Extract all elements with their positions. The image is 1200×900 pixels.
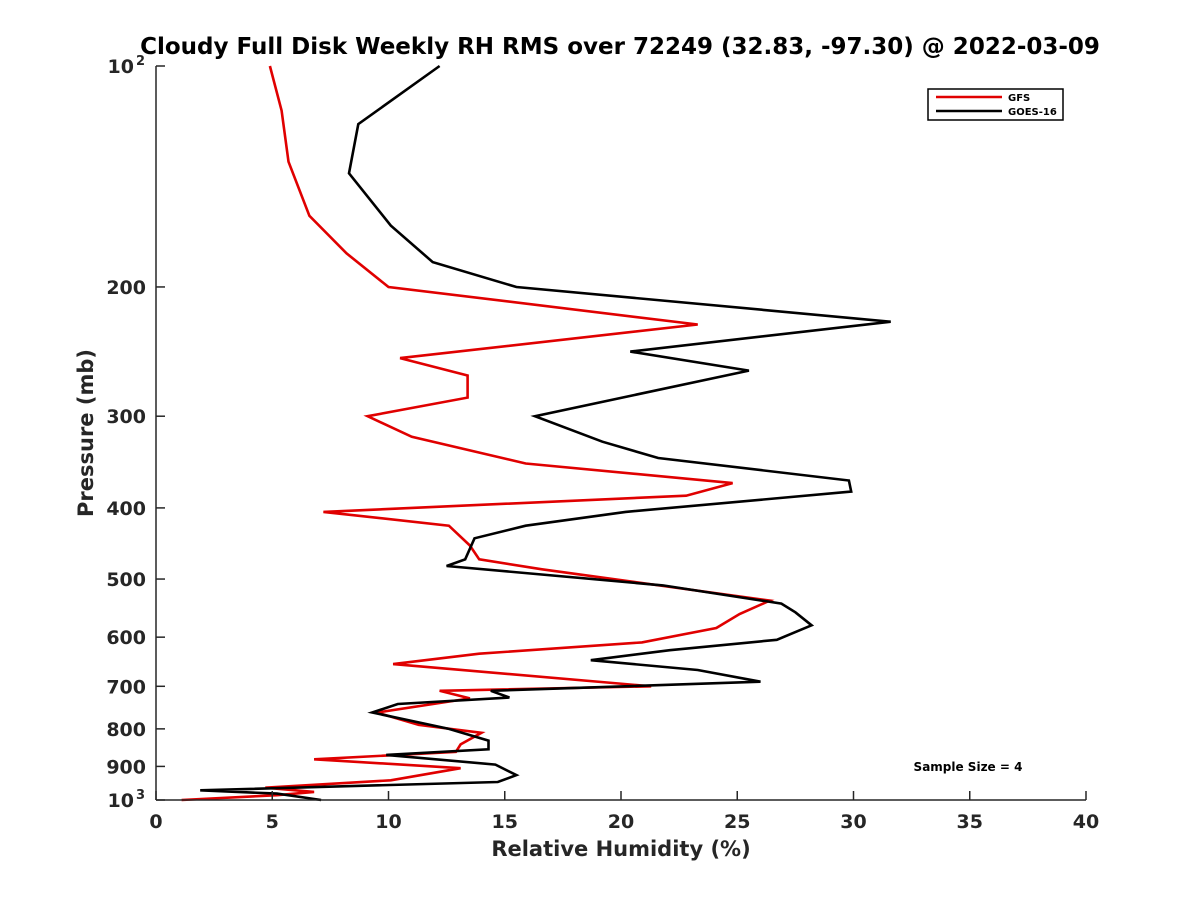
y-tick-label: 900 [106, 756, 146, 778]
x-tick-label: 35 [957, 811, 983, 833]
y-tick-label: 300 [106, 406, 146, 428]
x-axis-label: Relative Humidity (%) [491, 837, 750, 861]
x-tick-label: 5 [266, 811, 279, 833]
y-tick-label: 10 [108, 56, 134, 78]
x-tick-label: 10 [375, 811, 401, 833]
plot-background [156, 66, 1086, 800]
x-axis-ticks: 0 5 10 15 20 25 30 35 40 [149, 791, 1099, 833]
sample-size-annotation: Sample Size = 4 [914, 760, 1023, 774]
y-tick-label: 600 [106, 627, 146, 649]
x-tick-label: 40 [1073, 811, 1099, 833]
series-line-goes16 [200, 64, 891, 802]
x-tick-label: 25 [724, 811, 750, 833]
x-tick-label: 20 [608, 811, 634, 833]
chart-title: Cloudy Full Disk Weekly RH RMS over 7224… [140, 34, 1100, 60]
x-tick-label: 0 [149, 811, 162, 833]
y-axis-label: Pressure (mb) [74, 349, 98, 517]
legend-label-goes16: GOES-16 [1008, 107, 1057, 118]
legend: GFS GOES-16 [927, 88, 1064, 121]
y-tick-label: 200 [106, 277, 146, 299]
y-tick-label: 400 [106, 498, 146, 520]
y-tick-label-exponent: 3 [136, 788, 145, 803]
plot-area: 0 5 10 15 20 25 30 35 40 10 220030040050060070080… [106, 54, 1099, 833]
legend-label-gfs: GFS [1008, 93, 1030, 104]
x-tick-label: 15 [492, 811, 518, 833]
y-tick-label: 10 [108, 790, 134, 812]
x-tick-label: 30 [840, 811, 866, 833]
series-layer [181, 64, 891, 802]
y-tick-label-exponent: 2 [136, 54, 145, 69]
y-tick-label: 700 [106, 676, 146, 698]
y-tick-label: 800 [106, 719, 146, 741]
legend-box [927, 88, 1064, 121]
y-tick-label: 500 [106, 569, 146, 591]
